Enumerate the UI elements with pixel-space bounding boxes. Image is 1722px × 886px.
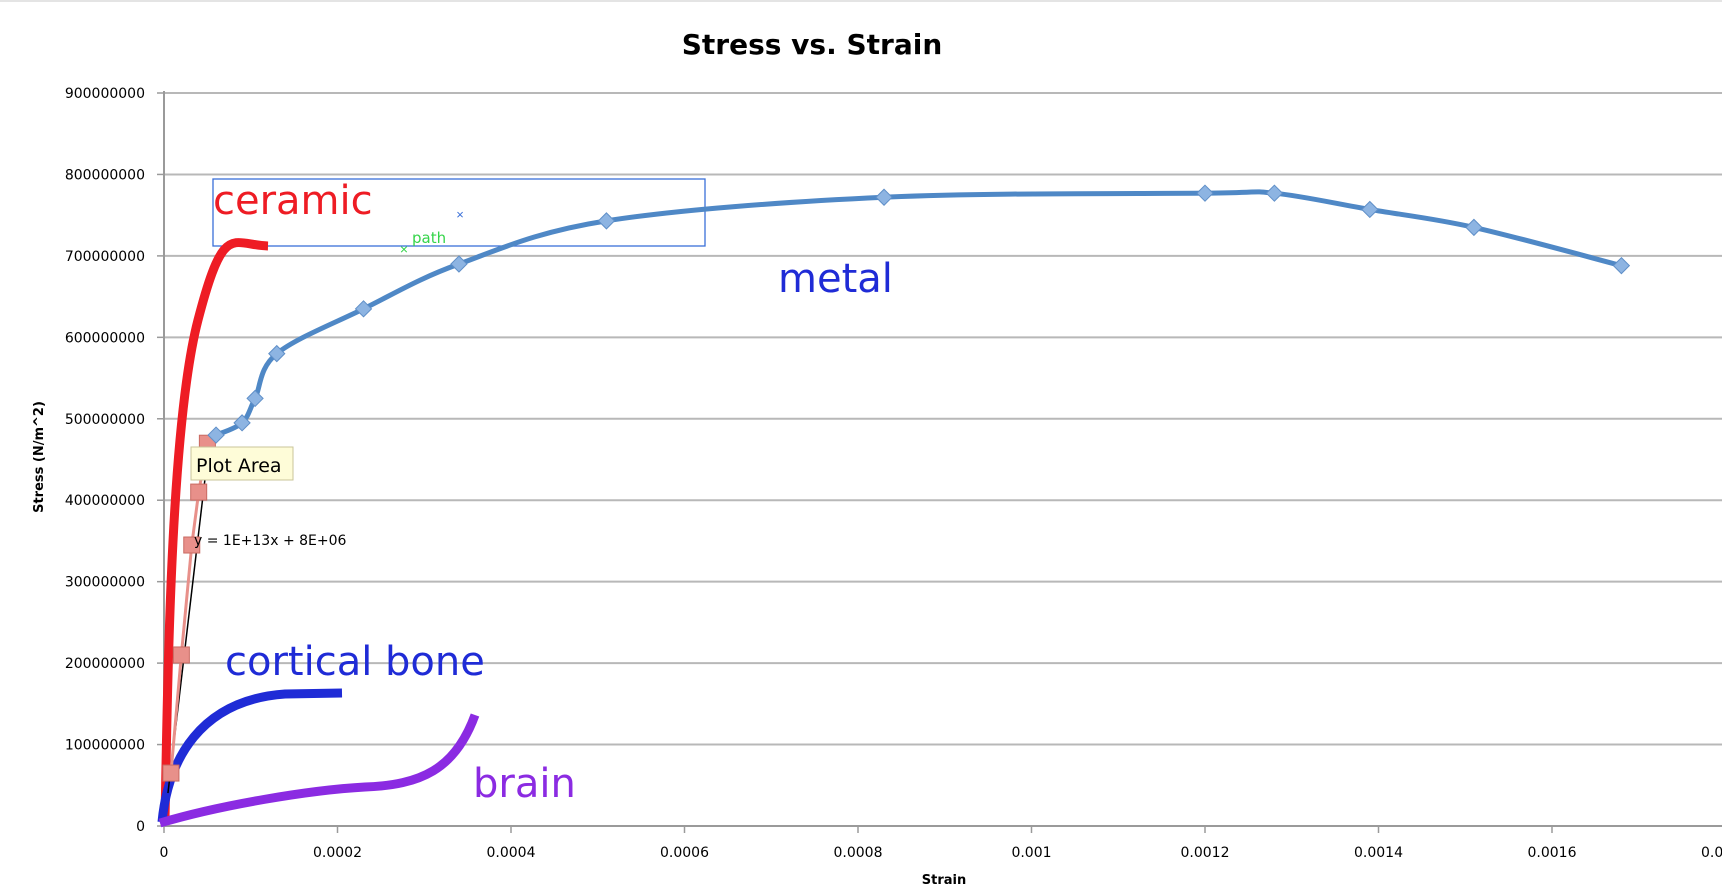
series-1-marker bbox=[597, 212, 616, 230]
series-1-marker bbox=[875, 188, 893, 206]
y-tick-label: 300000000 bbox=[65, 575, 145, 591]
x-tick-label: 0.0002 bbox=[313, 845, 362, 861]
series-markers bbox=[162, 184, 1631, 782]
y-tick-labels: 0 100000000 200000000 300000000 400000000 500… bbox=[65, 86, 145, 835]
y-tick-label: 100000000 bbox=[65, 738, 145, 754]
series-1-marker bbox=[246, 389, 264, 408]
trendline-equation: y = 1E+13x + 8E+06 bbox=[194, 533, 347, 549]
y-tick-label: 600000000 bbox=[65, 330, 145, 346]
x-tick-label: 0.0018 bbox=[1701, 845, 1722, 861]
brain-curve bbox=[158, 713, 480, 828]
series-1-marker bbox=[1265, 184, 1284, 202]
gridlines bbox=[157, 92, 1722, 827]
series-1-marker bbox=[1612, 256, 1631, 275]
x-tick-label: 0.0004 bbox=[487, 845, 536, 861]
x-tick-label: 0.0014 bbox=[1354, 845, 1403, 861]
cortical-bone-curve bbox=[157, 688, 343, 823]
selection-box[interactable] bbox=[212, 178, 706, 247]
series-1-marker bbox=[1361, 200, 1379, 219]
x-tick-label: 0.0008 bbox=[834, 845, 883, 861]
series-2-marker bbox=[190, 483, 208, 501]
series-1-marker bbox=[268, 344, 286, 363]
x-tick-label: 0 bbox=[160, 845, 169, 861]
series-1-marker bbox=[1196, 184, 1214, 202]
ceramic-label: ceramic bbox=[213, 178, 373, 224]
series-2-marker bbox=[183, 536, 201, 554]
plot-area-tooltip bbox=[190, 446, 294, 481]
x-tick-label: 0.001 bbox=[1011, 845, 1051, 861]
y-tick-label: 500000000 bbox=[65, 412, 145, 428]
x-tick-labels: 0 0.0002 0.0004 0.0006 0.0008 0.001 0.0012 0.00… bbox=[160, 845, 1722, 861]
path-label: path bbox=[412, 229, 446, 247]
y-tick-label: 200000000 bbox=[65, 656, 145, 672]
y-tick-label: 900000000 bbox=[65, 86, 145, 102]
path-marker-icon: × bbox=[400, 241, 408, 257]
y-tick-label: 700000000 bbox=[65, 249, 145, 265]
y-tick-label: 0 bbox=[136, 819, 145, 835]
ceramic-curve bbox=[160, 238, 269, 821]
series-1-marker bbox=[233, 414, 251, 432]
x-tick-label: 0.0006 bbox=[660, 845, 709, 861]
plot-area-tooltip-text: Plot Area bbox=[196, 455, 282, 477]
series-1-marker bbox=[207, 426, 225, 444]
selection-handle-icon[interactable]: × bbox=[456, 207, 464, 222]
series-2-marker bbox=[162, 764, 180, 782]
x-axis-label: Strain bbox=[922, 873, 966, 886]
series-1-marker bbox=[450, 255, 468, 273]
y-axis-label: Stress (N/m^2) bbox=[32, 401, 47, 513]
y-tick-label: 400000000 bbox=[65, 493, 145, 509]
series-2-marker bbox=[172, 646, 190, 664]
brain-label: brain bbox=[473, 761, 576, 807]
y-tick-label: 800000000 bbox=[65, 167, 145, 183]
x-tick-label: 0.0016 bbox=[1528, 845, 1577, 861]
x-tick-label: 0.0012 bbox=[1181, 845, 1230, 861]
chart-title: Stress vs. Strain bbox=[682, 28, 943, 61]
cortical-bone-label: cortical bone bbox=[225, 639, 485, 685]
series-1-marker bbox=[354, 300, 373, 318]
series-1-marker bbox=[1465, 218, 1483, 237]
metal-label: metal bbox=[778, 256, 893, 302]
